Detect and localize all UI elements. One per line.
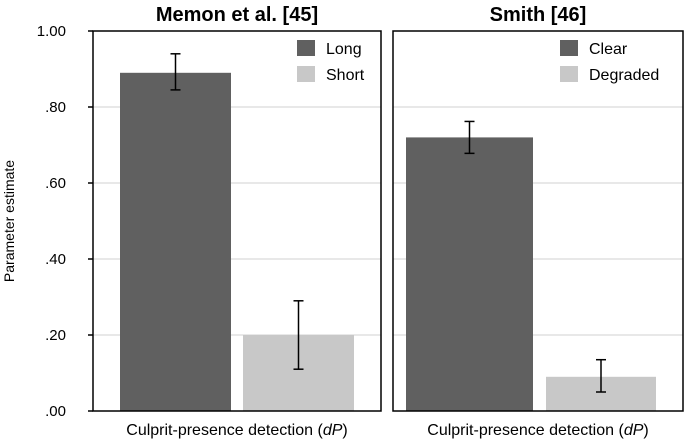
- y-tick-label: .60: [45, 175, 66, 192]
- y-tick-label: 1.00: [37, 23, 66, 40]
- legend-swatch-degraded: [560, 66, 578, 82]
- legend-swatch-short: [297, 66, 315, 82]
- x-axis-label: Culprit-presence detection (dP): [427, 422, 648, 439]
- error-bar-long: [170, 53, 181, 91]
- legend: Clear Degraded: [560, 40, 659, 84]
- legend-label-long: Long: [326, 41, 362, 58]
- y-tick-label: .00: [45, 403, 66, 420]
- legend-swatch-clear: [560, 40, 578, 56]
- bar-clear: [406, 137, 533, 411]
- panel-title: Smith [46]: [490, 4, 587, 26]
- bar-long: [120, 72, 231, 412]
- error-bar-degraded: [596, 358, 606, 393]
- legend-swatch-long: [297, 40, 315, 56]
- plot-frame: [92, 30, 382, 412]
- legend-label-clear: Clear: [589, 41, 628, 58]
- panel-1: Memon et al. [45] Long Short Culprit-presen…: [92, 4, 382, 439]
- y-tick-label: .20: [45, 327, 66, 344]
- panel-title: Memon et al. [45]: [156, 4, 318, 26]
- legend-label-degraded: Degraded: [589, 67, 659, 84]
- legend: Long Short: [297, 40, 365, 84]
- y-tick-label: .80: [45, 99, 66, 116]
- legend-label-short: Short: [326, 67, 365, 84]
- error-bar-short: [293, 300, 304, 370]
- x-axis-label: Culprit-presence detection (dP): [126, 422, 347, 439]
- y-tick-label: .40: [45, 251, 66, 268]
- error-bar-clear: [464, 120, 475, 155]
- plot-frame: [392, 30, 684, 412]
- y-axis-label: Parameter estimate: [1, 160, 17, 282]
- panel-2: Smith [46]Clear Degraded Culprit-presence …: [392, 4, 684, 439]
